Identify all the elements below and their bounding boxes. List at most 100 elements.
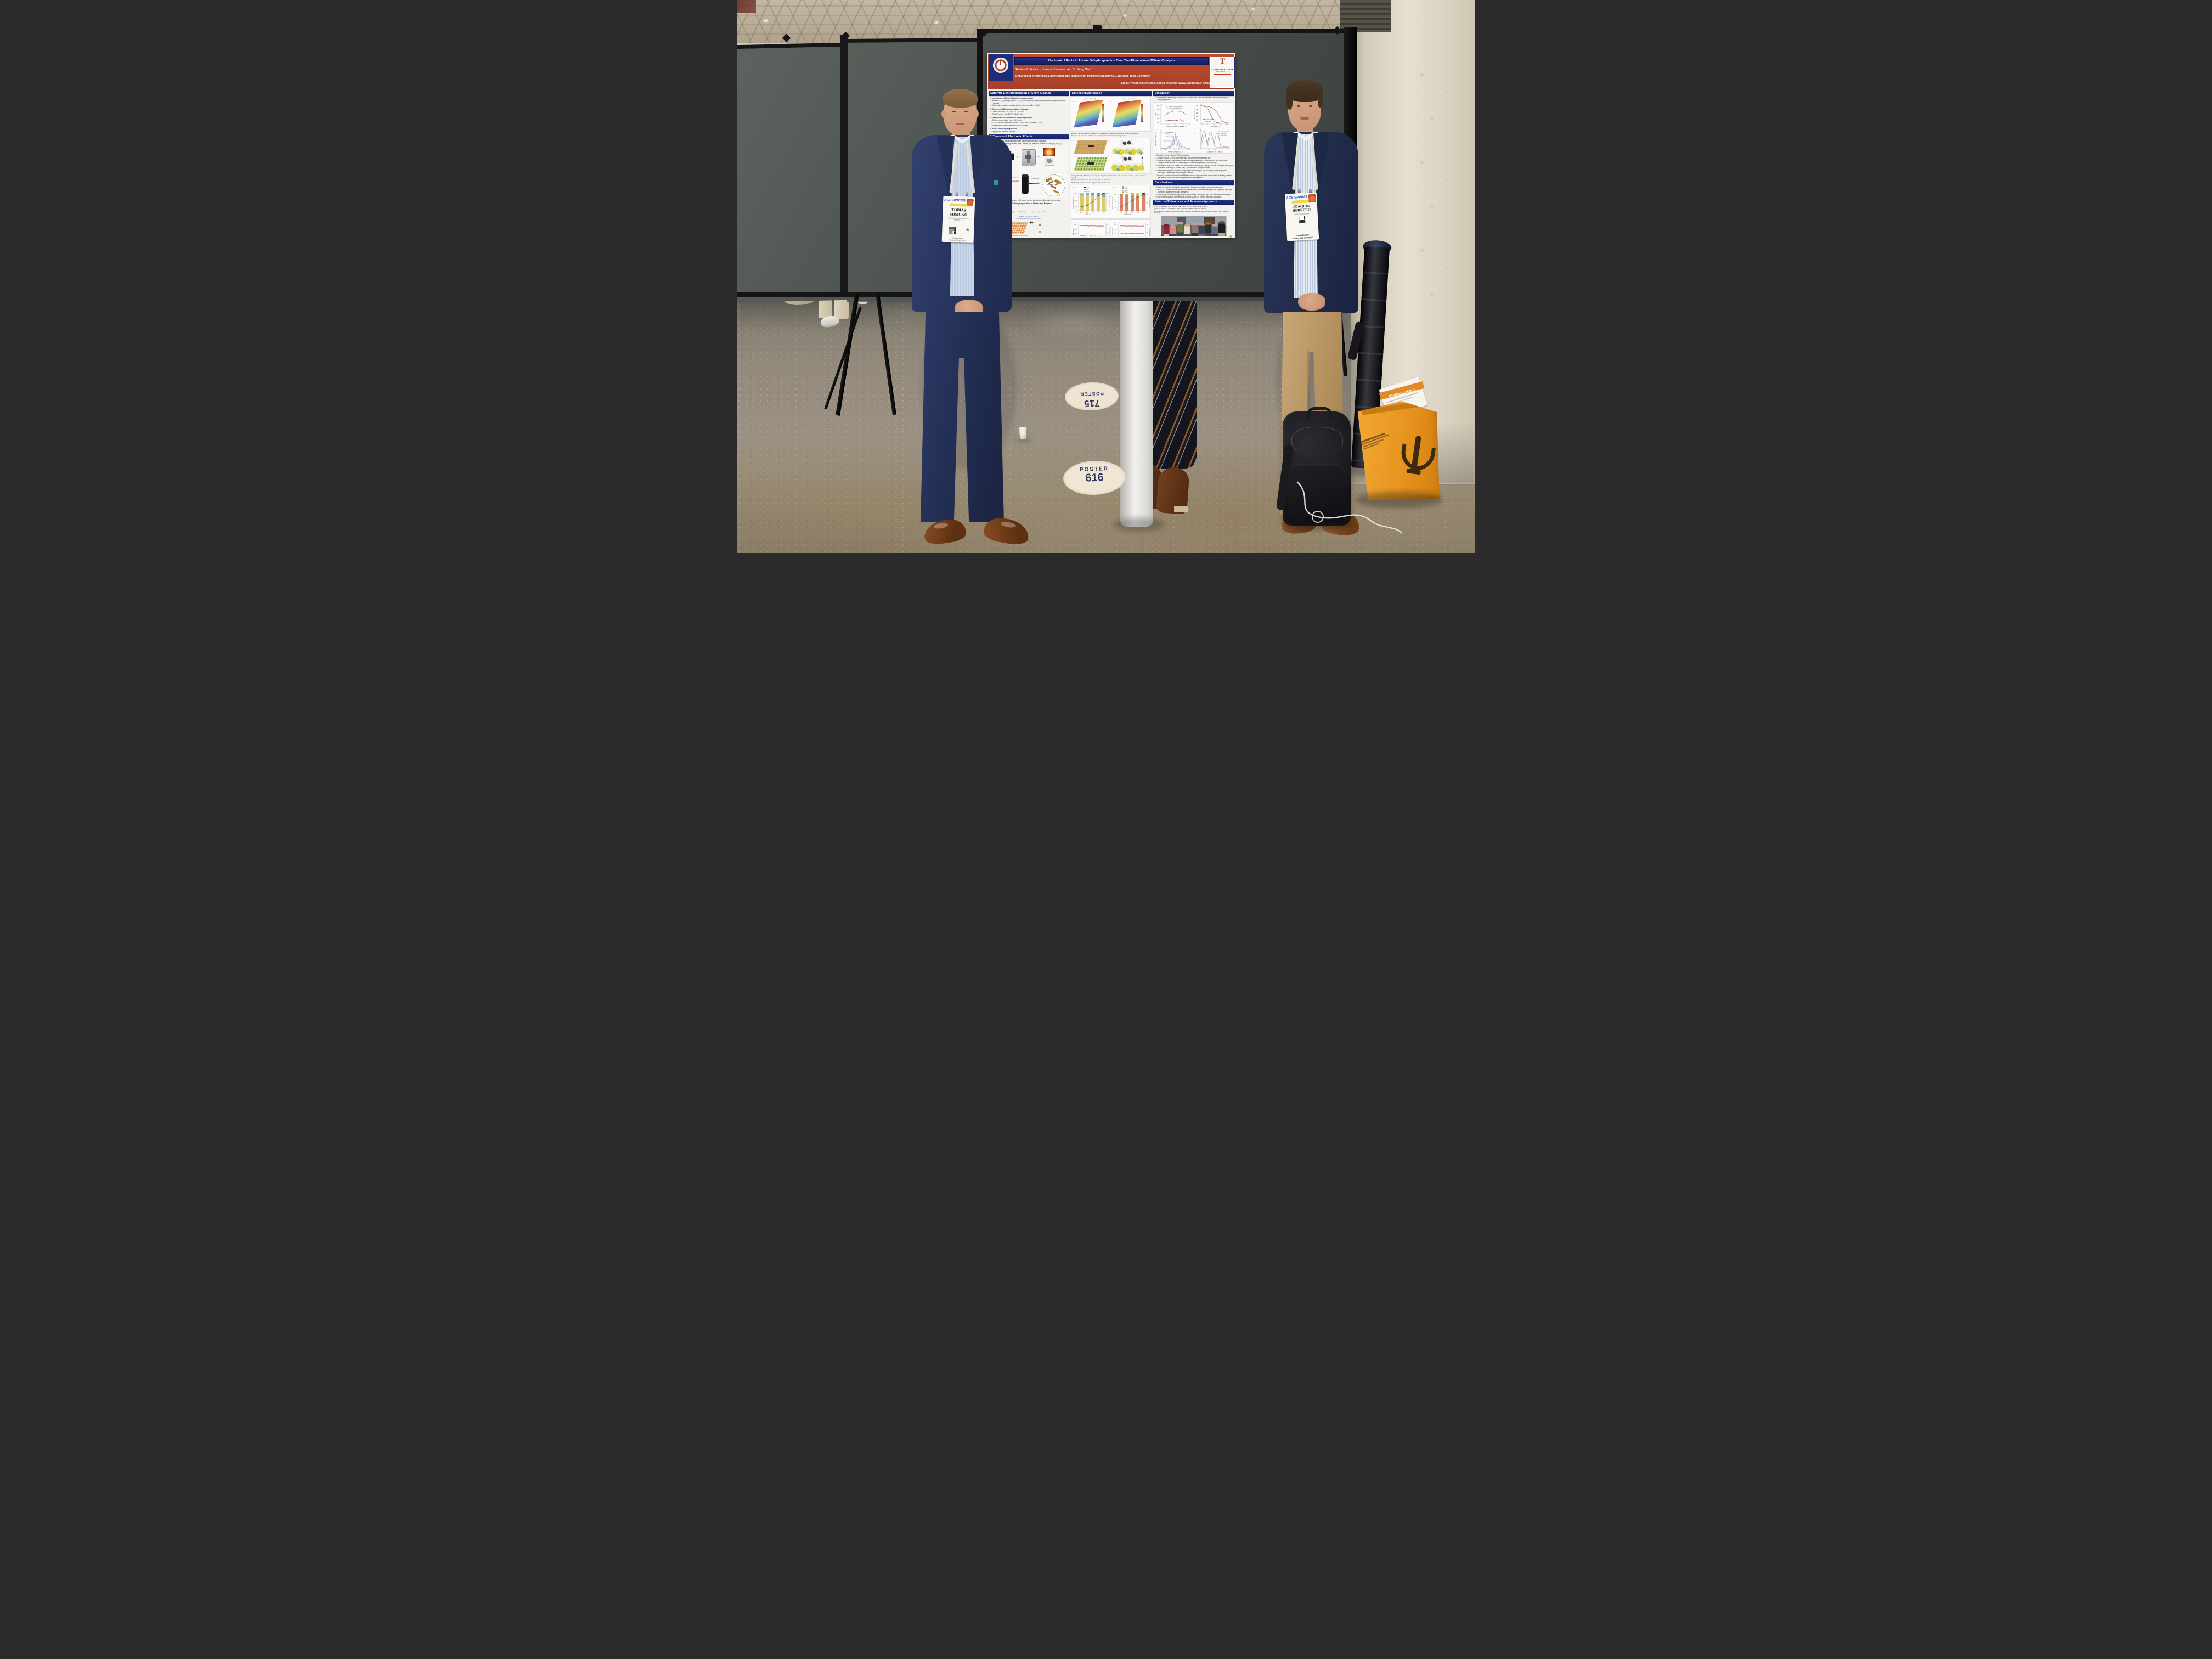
svg-text:Ethane dehydrogenation: Ethane dehydrogenation [1169, 108, 1183, 109]
bullet: Oleflex Process, 525-705°C, 0.1-0.3 MPa [992, 111, 1069, 113]
poster-column-3: Discussion Nanolayer MXene catalyst show… [1153, 91, 1234, 236]
list-heading: 2. Commercial Dehydrogenation Processes [990, 108, 1030, 110]
bullet: MXene catalyst was synthesized with a si… [992, 140, 1069, 142]
sonication-arrow-label: Sonication and centrifugation [1031, 177, 1040, 179]
section-header: Catalytic Dehydrogenation of Short Alkan… [989, 91, 1069, 96]
logo-rule [1214, 74, 1231, 75]
svg-text:4: 4 [1189, 150, 1190, 151]
svg-text:40: 40 [1107, 224, 1109, 226]
university-logo-line1: LOUISIANA TECH [1211, 68, 1233, 71]
svg-text:Product selectivity, %: Product selectivity, % [1112, 196, 1114, 209]
svg-text:0.4: 0.4 [1196, 116, 1198, 117]
badge-qr-code [1298, 216, 1306, 223]
bullet: STAR Process, 500-600°C, 0.6-0.9 Mpa [992, 113, 1069, 115]
svg-text:d-band center -2.04 eV: d-band center -2.04 eV [1166, 136, 1179, 138]
caption: Pt(111) shown from the (a) top view and … [1071, 179, 1111, 181]
dos-chart: c Pt nanoparticle Pt/MXene d-band center… [1155, 129, 1190, 153]
svg-text:40: 40 [1107, 193, 1109, 195]
group-photo-person [1163, 224, 1169, 236]
badge-name: MISICKO [950, 211, 968, 217]
poster-pin [1229, 235, 1232, 238]
ear [974, 110, 979, 118]
svg-text:-2: -2 [1215, 150, 1216, 151]
group-photo-person [1184, 224, 1190, 236]
ear [941, 110, 946, 118]
svg-text:2: 2 [1228, 150, 1229, 151]
eye [952, 111, 956, 112]
svg-text:317: 317 [1120, 211, 1122, 213]
svg-text:40: 40 [1147, 194, 1148, 195]
svg-text:60: 60 [1075, 233, 1077, 235]
conference-badge: ACS SPRING 2024 JOAQUIN HERRERO RUSTON, … [1284, 192, 1319, 241]
arrow-icon [1009, 180, 1019, 183]
svg-text:C₂H₄: C₂H₄ [1087, 191, 1090, 193]
air-vent [1340, 0, 1391, 32]
wristwatch [1294, 291, 1299, 295]
svg-text:GHSV, h⁻¹: GHSV, h⁻¹ [1085, 213, 1091, 215]
decal-number: 715 [1084, 398, 1100, 409]
svg-text:60: 60 [1115, 233, 1116, 235]
eye [1309, 105, 1312, 107]
ceiling-light [1121, 13, 1128, 18]
figure-discussion-charts: a 2.0 1.6 1.2 0.8 0.4 Propane dehydrogenatio… [1154, 101, 1233, 154]
svg-text:20: 20 [1107, 201, 1109, 203]
acknowledgement: We thank the College of Engineering and … [1154, 210, 1228, 215]
group-photo-person [1176, 222, 1183, 236]
svg-text:100: 100 [1114, 194, 1116, 195]
eye [1297, 105, 1300, 107]
conference-badge: ACS SPRING 2024 TOBIAS MISICKO LOUISIANA… [941, 196, 975, 243]
svg-text:TOF, s⁻¹: TOF, s⁻¹ [1155, 111, 1156, 116]
section-header: Selected References and Acknowledgements [1153, 199, 1234, 205]
svg-text:C₃H₈ conversion, %: C₃H₈ conversion, % [1149, 196, 1150, 208]
lanyard-clip [1309, 189, 1312, 193]
bullet: Nanolayer MXene catalyst shows much more… [1157, 97, 1234, 101]
boot-heel [1174, 506, 1188, 512]
paper-cup [1019, 427, 1027, 439]
earbud-cable [1296, 481, 1403, 534]
ethane-molecule-icon [1087, 145, 1095, 148]
badge-sticker [967, 199, 974, 206]
colorbar [1102, 104, 1104, 123]
svg-text:Pt nanoparticle: Pt nanoparticle [1221, 131, 1230, 133]
college-seal-ring [992, 57, 1009, 74]
svg-text:-4: -4 [1173, 150, 1175, 151]
figure-label: MXenes [1047, 184, 1053, 186]
column-base-shadow [1114, 518, 1164, 531]
svg-text:Pt nanoparticle: Pt nanoparticle [1165, 132, 1174, 133]
poster-title-bar: Electronic Effects in Alkane Dehydrogena… [1014, 57, 1209, 65]
mouth [1300, 117, 1309, 120]
bullet: Highly coke-resistant catalysts [992, 131, 1069, 133]
eye [964, 111, 968, 112]
surface-plot-ethane [1074, 99, 1103, 128]
surface-coverage-chart: b 1.0 0.8 0.6 0.4 0.2 0 Pt nanoparticle Pt/MX… [1194, 104, 1230, 128]
svg-text:-8: -8 [1165, 150, 1166, 151]
university-logo: T LOUISIANA TECH UNIVERSITY [1210, 57, 1235, 88]
bullet: TOFs at various GHSVs for ethane and pro… [1156, 157, 1234, 159]
svg-text:0: 0 [1107, 210, 1108, 212]
figure-ghsv-bar-charts: a coke CH₄ C₂H₄ 100 60 20 0 40 20 0 [1071, 184, 1151, 219]
backpack-zipper [1291, 427, 1343, 455]
svg-text:0: 0 [1222, 150, 1223, 151]
presenter-left: ACS SPRING 2024 TOBIAS MISICKO LOUISIANA… [902, 88, 1045, 553]
max-pellet-photo [1045, 157, 1053, 164]
bag-shadow [1355, 492, 1443, 508]
svg-text:C₃H₆: C₃H₆ [1125, 191, 1128, 193]
university-logo-t-icon: T [1219, 57, 1225, 66]
svg-text:C₂H₄ selectivity, %: C₂H₄ selectivity, % [1073, 228, 1074, 236]
svg-text:a: a [1161, 104, 1162, 106]
bullet: Pt/MXene supported catalysts are excelle… [1157, 186, 1234, 188]
svg-text:coke: coke [1125, 186, 1128, 188]
svg-text:600: 600 [1226, 125, 1229, 126]
surface-plot-title: C₃H₈ → C₃H₆ + H₂ [1122, 98, 1135, 100]
subfigure-note: Similar geometric surface [1019, 215, 1039, 218]
badge-location: RUSTON, LA [954, 219, 963, 221]
section-header: Discussion [1153, 91, 1234, 96]
figure-surfaces-compare [989, 220, 1069, 236]
svg-text:b: b [1200, 104, 1201, 106]
caption: Charge Density differences of propane de… [1071, 174, 1146, 179]
figure-label: Mo₂TiAlC₂ MAX [1045, 165, 1054, 166]
poster-title: Electronic Effects in Alkane Dehydrogena… [1047, 59, 1176, 63]
bullet: Further metal-support and structure-prop… [1157, 196, 1234, 198]
bullet: Oleflex: regeneration every 5-10 days. [992, 119, 1069, 121]
